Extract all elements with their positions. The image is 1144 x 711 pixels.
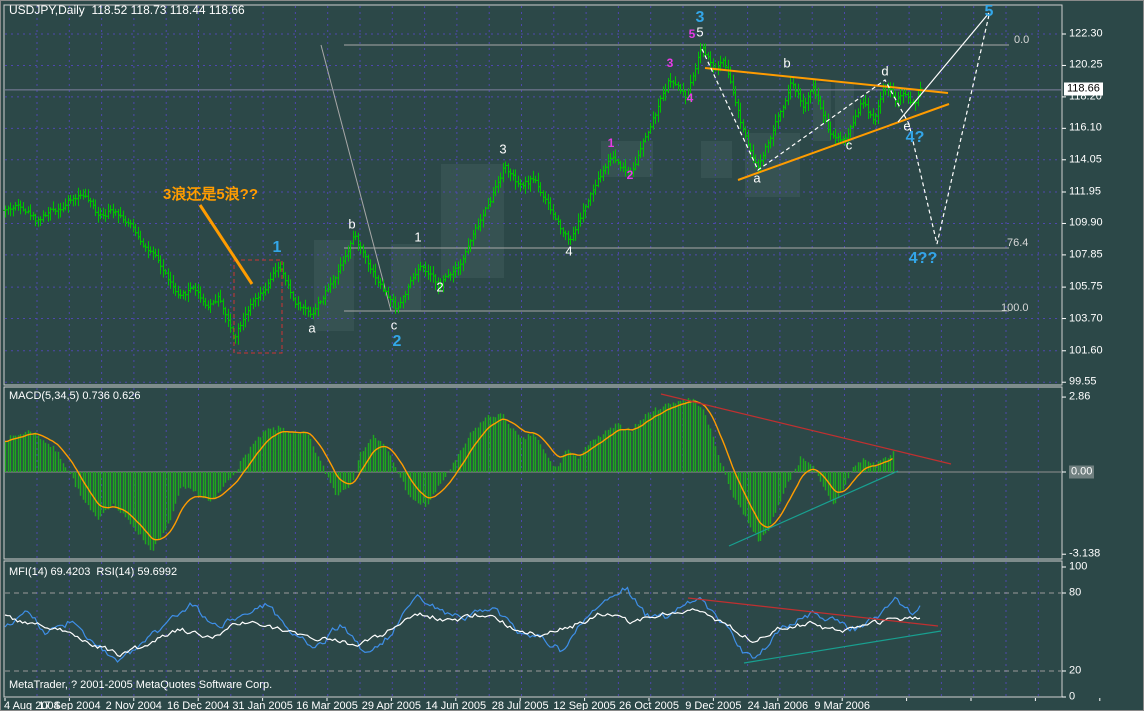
wave-shade-box	[701, 141, 732, 178]
wave-label-white-1[interactable]: 1	[414, 229, 422, 245]
mfi-line[interactable]	[4, 586, 921, 663]
macd-trendline-red[interactable]	[660, 393, 952, 465]
triangle-upper-trendline[interactable]	[704, 67, 949, 94]
wave-label-white-3[interactable]: 3	[499, 141, 507, 157]
wave-shade-box	[813, 83, 831, 141]
wave-label-white-b[interactable]: b	[783, 55, 791, 71]
time-axis-label: 16 Mar 2005	[296, 700, 358, 711]
wave-label-white-c[interactable]: c	[390, 317, 398, 333]
wave-label-white-a[interactable]: a	[308, 320, 316, 336]
macd-scale-label: 0.00	[1069, 465, 1095, 479]
price-scale-label: 105.75	[1069, 280, 1103, 293]
wave-label-cyan-5[interactable]: 5	[984, 3, 994, 20]
macd-histogram[interactable]	[4, 398, 895, 551]
macd-scale-label: -3.138	[1069, 547, 1101, 560]
wave-shade-box	[601, 141, 653, 177]
wave-label-white-a[interactable]: a	[753, 170, 761, 186]
wave-label-cyan-4?[interactable]: 4?	[905, 129, 925, 146]
wave-label-magenta-3[interactable]: 3	[666, 56, 674, 70]
fib-level-label-0.0[interactable]: 0.0	[1014, 34, 1030, 46]
wave-shade-box	[441, 164, 504, 278]
fib-level-label-76.4[interactable]: 76.4	[1007, 237, 1029, 249]
mfi-scale-label: 80	[1069, 586, 1082, 599]
wave-label-white-4[interactable]: 4	[565, 243, 573, 259]
time-axis-label: 28 Jul 2005	[491, 700, 549, 711]
macd-indicator-label: MACD(5,34,5) 0.736 0.626	[9, 390, 141, 402]
mfi-scale-label: 0	[1069, 690, 1076, 703]
price-scale-label: 118.20	[1069, 90, 1102, 103]
time-axis-label: 26 Oct 2005	[619, 700, 679, 711]
wave-shade-box	[745, 133, 800, 197]
price-scale-label: 99.55	[1069, 375, 1097, 388]
time-axis-label: 9 Mar 2006	[814, 700, 871, 711]
price-scale-label: 101.60	[1069, 344, 1103, 357]
wave-shade-box	[835, 83, 854, 141]
triangle-lower-trendline[interactable]	[737, 103, 950, 181]
wave-label-white-c[interactable]: c	[845, 137, 853, 153]
wave-label-cyan-2[interactable]: 2	[392, 333, 402, 350]
red-dashed-wave-rect[interactable]	[233, 259, 283, 354]
mfi-trendline-red[interactable]	[687, 597, 939, 627]
mfi-panel-border	[3, 560, 1063, 698]
fib-diagonal-line[interactable]	[320, 44, 392, 312]
orange-pointer-line[interactable]	[198, 204, 254, 285]
wave-label-white-e[interactable]: e	[903, 118, 911, 134]
time-axis-label: 2 Nov 2004	[105, 700, 162, 711]
wave-label-magenta-2[interactable]: 2	[626, 168, 634, 182]
macd-panel-border	[3, 386, 1063, 560]
macd-signal-line[interactable]	[4, 400, 893, 541]
macd-scale-label: 2.86	[1069, 390, 1091, 403]
wave-label-white-5[interactable]: 5	[696, 24, 704, 40]
mfi-trendline-teal[interactable]	[743, 630, 942, 664]
copyright-text: MetaTrader, ? 2001-2005 MetaQuotes Softw…	[9, 679, 273, 691]
wave-label-cyan-4??[interactable]: 4??	[908, 250, 938, 267]
mfi-scale-label: 100	[1069, 560, 1088, 573]
wave-label-white-d[interactable]: d	[881, 63, 889, 79]
price-scale-label: 116.10	[1069, 121, 1102, 134]
price-bars-close-ticks[interactable]	[5, 47, 923, 339]
time-axis-label: 17 Sep 2004	[38, 700, 101, 711]
time-axis-label: 31 Jan 2005	[232, 700, 293, 711]
wave-question-annotation[interactable]: 3浪还是5浪??	[163, 186, 259, 203]
wave-label-cyan-1[interactable]: 1	[272, 239, 282, 256]
chart-title-ohlc: USDJPY,Daily 118.52 118.73 118.44 118.66	[9, 3, 245, 17]
time-axis-label: 9 Dec 2005	[685, 700, 742, 711]
time-axis-label: 24 Jan 2006	[747, 700, 809, 711]
time-axis-label: 12 Sep 2005	[553, 700, 616, 711]
time-axis-label: 14 Jun 2005	[425, 700, 487, 711]
main-panel-border	[3, 4, 1063, 386]
wave-label-white-b[interactable]: b	[348, 216, 356, 232]
wave-label-magenta-1[interactable]: 1	[607, 136, 615, 150]
fib-level-label-100.0[interactable]: 100.0	[1001, 302, 1029, 314]
macd-trendline-teal[interactable]	[728, 470, 899, 547]
wave-label-magenta-5[interactable]: 5	[688, 27, 696, 41]
price-scale-label: 107.85	[1069, 248, 1103, 261]
rsi-line[interactable]	[4, 608, 921, 658]
projection-solid-line[interactable]	[897, 12, 990, 123]
wave-label-magenta-4[interactable]: 4	[686, 91, 694, 105]
mfi-rsi-indicator-label: MFI(14) 69.4203 RSI(14) 59.6992	[9, 566, 178, 578]
wave-label-white-2[interactable]: 2	[436, 279, 444, 295]
price-scale-label: 109.90	[1069, 216, 1103, 229]
price-scale-label: 111.95	[1069, 185, 1102, 198]
wave-label-cyan-3[interactable]: 3	[695, 9, 705, 26]
price-scale-label: 114.05	[1069, 153, 1102, 166]
price-scale-label: 103.70	[1069, 312, 1103, 325]
time-axis-label: 29 Apr 2005	[361, 700, 422, 711]
price-scale-label: 120.25	[1069, 58, 1103, 71]
time-axis-label: 4 Aug 2004	[4, 700, 60, 711]
time-axis-label: 16 Dec 2004	[166, 700, 230, 711]
current-price-tag: 118.66	[1064, 82, 1103, 96]
mfi-scale-label: 20	[1069, 664, 1082, 677]
price-scale-label: 122.30	[1069, 27, 1103, 40]
